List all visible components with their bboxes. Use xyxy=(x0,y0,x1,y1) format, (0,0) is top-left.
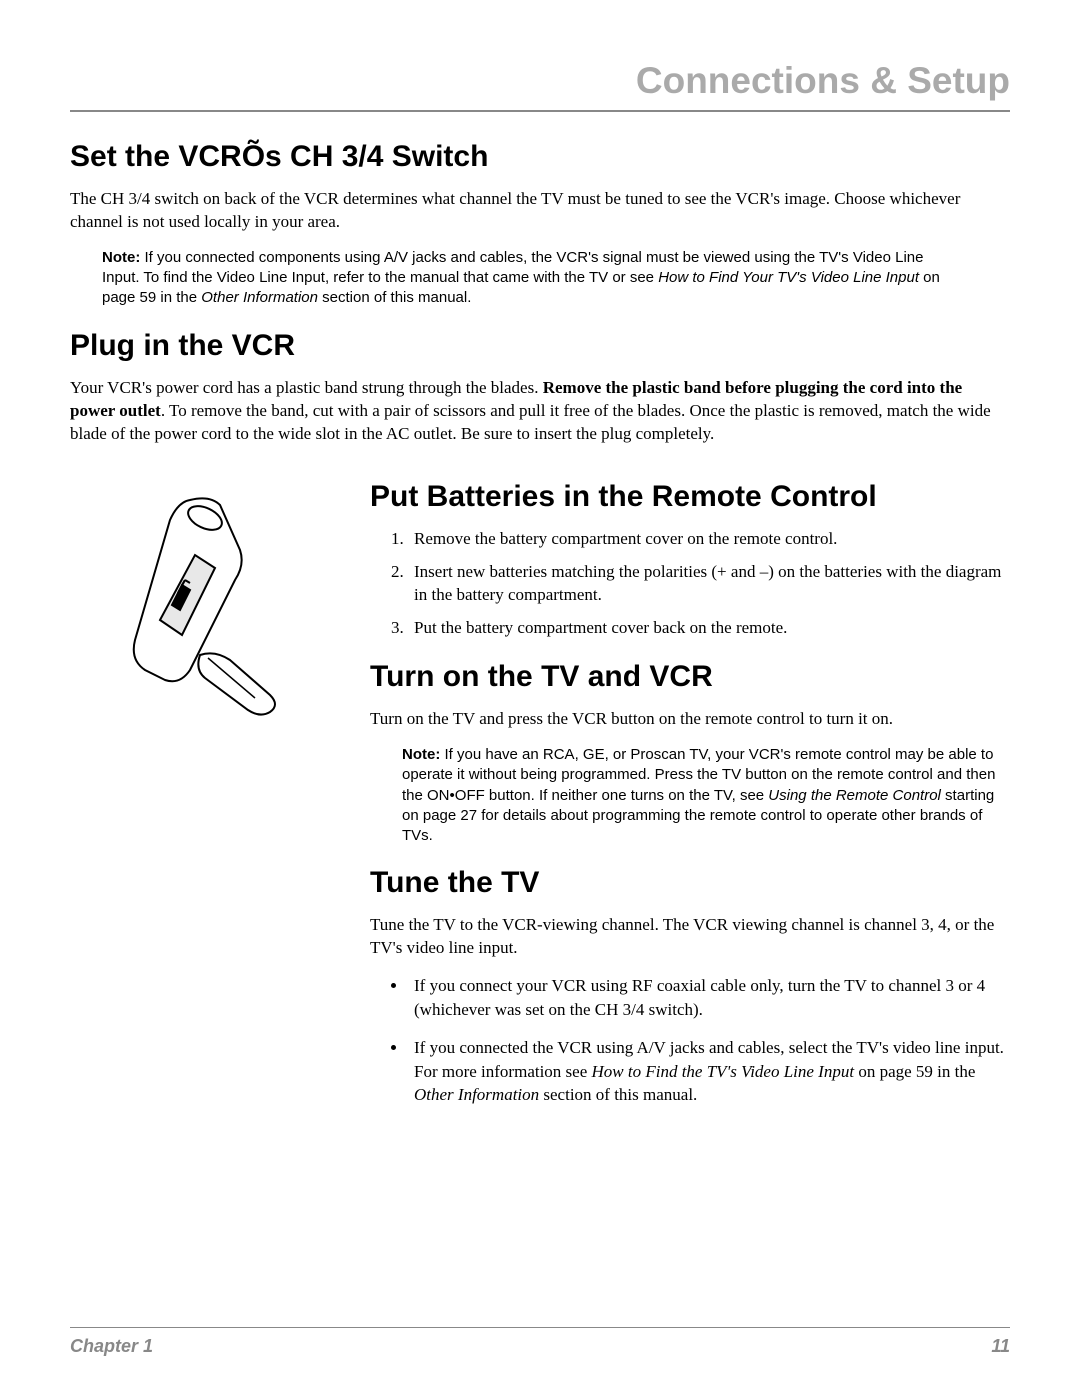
bullet-italic: How to Find the TV's Video Line Input xyxy=(592,1062,855,1081)
list-item: If you connect your VCR using RF coaxial… xyxy=(408,974,1010,1022)
tune-bullets: If you connect your VCR using RF coaxial… xyxy=(370,974,1010,1107)
note-turnon: Note: If you have an RCA, GE, or Proscan… xyxy=(402,745,1000,846)
list-item: Insert new batteries matching the polari… xyxy=(408,561,1010,607)
heading-turnon: Turn on the TV and VCR xyxy=(370,660,1010,694)
note-label: Note: xyxy=(402,746,440,763)
list-item: If you connected the VCR using A/V jacks… xyxy=(408,1036,1010,1107)
footer-page: 11 xyxy=(991,1336,1010,1357)
battery-steps-list: Remove the battery compartment cover on … xyxy=(370,528,1010,640)
body-ch34: The CH 3/4 switch on back of the VCR det… xyxy=(70,188,1010,234)
page-header: Connections & Setup xyxy=(70,60,1010,112)
body-plugin: Your VCR's power cord has a plastic band… xyxy=(70,377,1010,446)
remote-control-icon xyxy=(100,490,320,720)
list-item: Put the battery compartment cover back o… xyxy=(408,617,1010,640)
remote-illustration-col xyxy=(70,480,370,1121)
note-italic: Other Information xyxy=(201,289,318,306)
note-text: section of this manual. xyxy=(318,289,471,306)
right-column: Put Batteries in the Remote Control Remo… xyxy=(370,480,1010,1121)
note-label: Note: xyxy=(102,249,140,266)
body-turnon: Turn on the TV and press the VCR button … xyxy=(370,708,1010,731)
page-footer: Chapter 1 11 xyxy=(70,1327,1010,1357)
list-item: Remove the battery compartment cover on … xyxy=(408,528,1010,551)
heading-plugin: Plug in the VCR xyxy=(70,329,1010,363)
heading-batteries: Put Batteries in the Remote Control xyxy=(370,480,1010,514)
note-italic: Using the Remote Control xyxy=(768,787,941,804)
body-tune: Tune the TV to the VCR-viewing channel. … xyxy=(370,914,1010,960)
note-ch34: Note: If you connected components using … xyxy=(102,248,950,309)
bullet-text: on page 59 in the xyxy=(854,1062,975,1081)
heading-ch34: Set the VCRÕs CH 3/4 Switch xyxy=(70,140,1010,174)
bullet-text: section of this manual. xyxy=(539,1085,697,1104)
body-text: Your VCR's power cord has a plastic band… xyxy=(70,378,543,397)
bullet-italic: Other Information xyxy=(414,1085,539,1104)
note-italic: How to Find Your TV's Video Line Input xyxy=(658,269,919,286)
heading-tune: Tune the TV xyxy=(370,866,1010,900)
body-text: . To remove the band, cut with a pair of… xyxy=(70,401,991,443)
footer-chapter: Chapter 1 xyxy=(70,1336,153,1357)
